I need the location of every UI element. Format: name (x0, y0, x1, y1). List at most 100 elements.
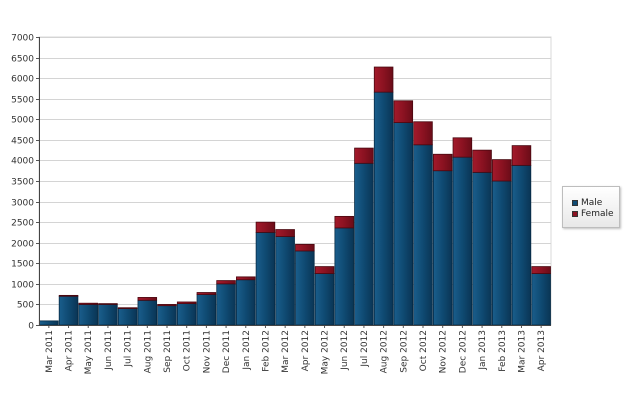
x-tick-label: Jun 2012 (340, 330, 350, 371)
y-tick-label: 7000 (11, 34, 34, 44)
x-tick-label: Nov 2011 (202, 330, 212, 373)
x-tick-label: Sep 2011 (163, 330, 173, 373)
x-tick-label: Jan 2013 (478, 330, 488, 371)
bar-female (472, 149, 492, 173)
x-tick-label: Mar 2011 (45, 330, 55, 373)
bar-male (354, 162, 374, 326)
legend: Male Female (562, 186, 620, 228)
y-tick-label: 5500 (11, 96, 34, 106)
y-tick-label: 0 (28, 322, 34, 332)
x-tick-label: May 2011 (84, 330, 94, 374)
x-tick-label: Aug 2011 (143, 330, 153, 373)
bar-male (255, 232, 276, 326)
legend-item-female: Female (572, 208, 619, 219)
bar-male (373, 91, 394, 326)
x-tick-label: Oct 2011 (183, 330, 193, 371)
x-tick-label: Jun 2011 (104, 330, 114, 371)
x-tick-label: May 2012 (321, 330, 331, 374)
bar-female (373, 66, 394, 93)
bar-male (472, 171, 492, 326)
bar-female (295, 243, 315, 252)
bar-female (354, 147, 374, 164)
y-tick-label: 5000 (11, 116, 34, 126)
bar-female (157, 304, 177, 307)
bar-male (176, 303, 197, 326)
x-tick-label: Jan 2012 (242, 330, 252, 371)
x-tick-label: Aug 2012 (380, 330, 390, 373)
x-tick-label: Oct 2012 (419, 330, 429, 371)
y-tick-label: 3000 (11, 199, 34, 209)
bar-female (255, 221, 276, 233)
bar-female (78, 302, 98, 305)
y-tick-label: 4000 (11, 157, 34, 167)
bar-male (137, 299, 158, 326)
x-tick-label: Apr 2013 (537, 330, 547, 371)
y-tick-label: 6000 (11, 75, 34, 85)
bar-male (452, 156, 473, 326)
y-tick-label: 2000 (11, 240, 34, 250)
x-tick-label: Mar 2012 (281, 330, 291, 373)
bar-female (393, 100, 414, 123)
x-tick-label: Dec 2012 (458, 330, 468, 373)
y-tick-label: 3500 (11, 178, 34, 188)
bar-male (511, 164, 532, 326)
y-tick-label: 2500 (11, 219, 34, 229)
bar-female (117, 307, 138, 309)
x-tick-label: Feb 2013 (498, 330, 508, 372)
bar-female (58, 294, 79, 297)
bar-female (176, 301, 197, 305)
bar-female (511, 145, 532, 166)
y-tick-label: 6500 (11, 55, 34, 65)
bar-male (236, 279, 256, 326)
bars (39, 66, 551, 326)
x-tick-label: Mar 2013 (517, 330, 527, 373)
bar-male (432, 170, 453, 326)
bar-male (216, 283, 236, 326)
bar-male (531, 273, 551, 326)
x-tick-label: Jul 2011 (124, 330, 134, 368)
bar-female (452, 137, 473, 158)
bar-male (492, 180, 512, 326)
y-tick-label: 500 (17, 301, 34, 311)
bar-female (216, 280, 236, 285)
bar-female (236, 276, 256, 281)
y-tick-label: 1500 (11, 260, 34, 270)
bar-male (334, 227, 354, 326)
bar-male (117, 308, 138, 326)
legend-label-male: Male (581, 197, 603, 208)
bar-male (39, 320, 59, 326)
bar-female (492, 159, 512, 182)
x-tick-label: Sep 2012 (399, 330, 409, 373)
bar-female (275, 229, 295, 237)
bar-male (295, 250, 315, 326)
y-tick-label: 1000 (11, 281, 34, 291)
legend-item-male: Male (572, 197, 619, 208)
x-tick-label: Jul 2012 (360, 330, 370, 368)
bar-female (531, 266, 551, 274)
bar-male (78, 304, 98, 326)
legend-label-female: Female (581, 208, 614, 219)
bar-male (196, 294, 217, 326)
bar-female (137, 297, 158, 301)
bar-female (314, 266, 335, 274)
bar-female (413, 121, 433, 146)
bar-female (432, 153, 453, 172)
bar-female (334, 215, 354, 229)
bar-male (314, 273, 335, 326)
bar-male (58, 295, 79, 326)
bar-male (98, 304, 118, 326)
bar-male (157, 305, 177, 326)
x-tick-label: Feb 2012 (261, 330, 271, 372)
bar-male (393, 122, 414, 326)
y-tick-label: 4500 (11, 137, 34, 147)
bar-female (98, 303, 118, 305)
legend-swatch-female (572, 210, 578, 217)
bar-male (275, 236, 295, 326)
x-tick-label: Apr 2012 (301, 330, 311, 371)
x-tick-label: Nov 2012 (439, 330, 449, 373)
bar-female (196, 292, 217, 295)
bar-male (413, 144, 433, 326)
x-tick-label: Dec 2011 (222, 330, 232, 373)
